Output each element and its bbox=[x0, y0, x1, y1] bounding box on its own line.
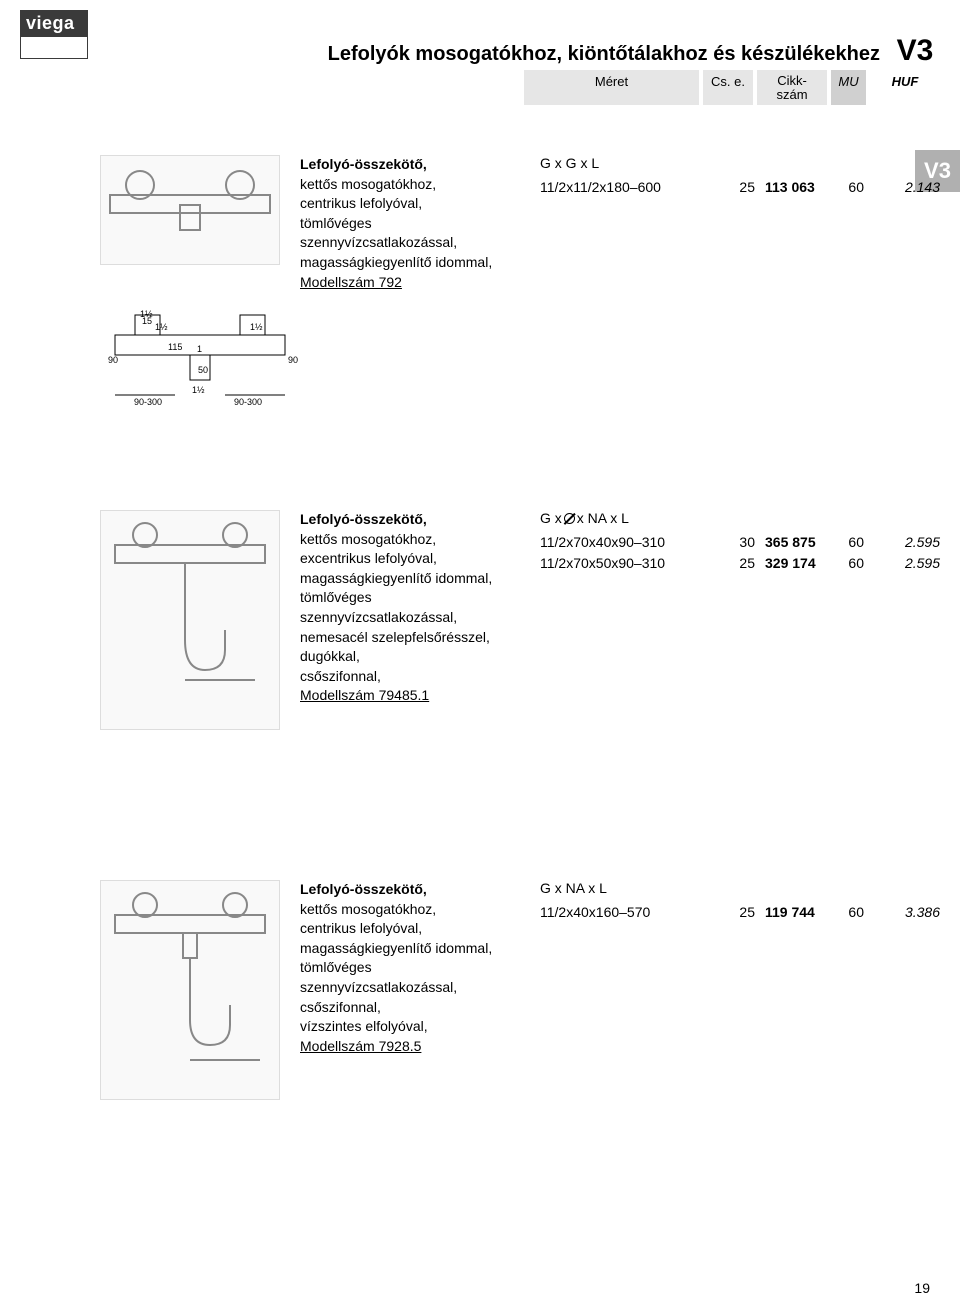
product-data: G x x NA x L 11/2x70x40x90–310 30 365 87… bbox=[540, 510, 940, 730]
drain-horizontal-icon bbox=[105, 890, 275, 1090]
svg-text:90-300: 90-300 bbox=[134, 397, 162, 407]
product-section: Lefolyó-összekötő, kettős mosogatókhoz, … bbox=[100, 510, 940, 730]
cell-cse: 25 bbox=[715, 177, 765, 198]
dimension-label: G x G x L bbox=[540, 155, 940, 171]
product-description: Lefolyó-összekötő, kettős mosogatókhoz, … bbox=[300, 510, 540, 730]
col-cikk: Cikk- szám bbox=[757, 70, 827, 105]
dimension-label: G x NA x L bbox=[540, 880, 940, 896]
desc-line: kettős mosogatókhoz, bbox=[300, 175, 530, 195]
svg-text:1½: 1½ bbox=[192, 385, 205, 395]
data-row: 11/2x40x160–570 25 119 744 60 3.386 bbox=[540, 902, 940, 923]
cell-mu: 60 bbox=[835, 532, 870, 553]
column-headers: Méret Cs. e. Cikk- szám MU HUF bbox=[100, 70, 940, 105]
cell-cikk: 113 063 bbox=[765, 177, 835, 198]
desc-line: centrikus lefolyóval, bbox=[300, 194, 530, 214]
cell-mu: 60 bbox=[835, 553, 870, 574]
desc-line: excentrikus lefolyóval, bbox=[300, 549, 530, 569]
dimension-label: G x x NA x L bbox=[540, 510, 940, 526]
svg-text:115: 115 bbox=[168, 342, 182, 352]
desc-line: kettős mosogatókhoz, bbox=[300, 530, 530, 550]
product-image-col bbox=[100, 155, 300, 292]
cell-size: 11/2x70x50x90–310 bbox=[540, 553, 715, 574]
cell-huf: 2.595 bbox=[870, 553, 940, 574]
svg-text:1½: 1½ bbox=[155, 322, 168, 332]
data-row: 11/2x11/2x180–600 25 113 063 60 2.143 bbox=[540, 177, 940, 198]
product-data: G x G x L 11/2x11/2x180–600 25 113 063 6… bbox=[540, 155, 940, 292]
desc-line: nemesacél szelepfelsőrésszel, bbox=[300, 628, 530, 648]
cell-size: 11/2x40x160–570 bbox=[540, 902, 715, 923]
page-code: V3 bbox=[890, 34, 940, 68]
product-title: Lefolyó-összekötő, bbox=[300, 880, 530, 900]
diameter-icon bbox=[564, 513, 575, 524]
cell-huf: 2.595 bbox=[870, 532, 940, 553]
cell-size: 11/2x70x40x90–310 bbox=[540, 532, 715, 553]
product-image bbox=[100, 880, 280, 1100]
svg-text:50: 50 bbox=[198, 365, 208, 375]
product-title: Lefolyó-összekötő, bbox=[300, 510, 530, 530]
model-number: Modellszám 7928.5 bbox=[300, 1037, 530, 1057]
brand-logo: viega bbox=[20, 10, 88, 58]
dim-pre: G x bbox=[540, 510, 562, 526]
cell-cse: 25 bbox=[715, 553, 765, 574]
cell-cse: 30 bbox=[715, 532, 765, 553]
col-meret: Méret bbox=[524, 70, 699, 105]
cell-cikk: 329 174 bbox=[765, 553, 835, 574]
svg-text:90: 90 bbox=[288, 355, 298, 365]
desc-line: csőszifonnal, bbox=[300, 667, 530, 687]
desc-line: tömlővéges szennyvízcsatlakozással, bbox=[300, 958, 530, 997]
cell-huf: 3.386 bbox=[870, 902, 940, 923]
cell-cse: 25 bbox=[715, 902, 765, 923]
product-description: Lefolyó-összekötő, kettős mosogatókhoz, … bbox=[300, 155, 540, 292]
desc-line: tömlővéges szennyvízcsatlakozással, bbox=[300, 588, 530, 627]
logo-text: viega bbox=[20, 10, 88, 37]
svg-text:1½: 1½ bbox=[250, 322, 263, 332]
product-image-col bbox=[100, 880, 300, 1100]
product-section: Lefolyó-összekötő, kettős mosogatókhoz, … bbox=[100, 880, 940, 1100]
cell-cikk: 365 875 bbox=[765, 532, 835, 553]
product-data: G x NA x L 11/2x40x160–570 25 119 744 60… bbox=[540, 880, 940, 1100]
page-number: 19 bbox=[914, 1280, 930, 1296]
dim-post: x NA x L bbox=[577, 510, 629, 526]
desc-line: magasságkiegyenlítő idommal, bbox=[300, 569, 530, 589]
col-mu: MU bbox=[831, 70, 866, 105]
product-section: Lefolyó-összekötő, kettős mosogatókhoz, … bbox=[100, 155, 940, 292]
drain-connector-icon bbox=[105, 165, 275, 255]
desc-line: magasságkiegyenlítő idommal, bbox=[300, 939, 530, 959]
model-number: Modellszám 792 bbox=[300, 273, 530, 293]
svg-text:1: 1 bbox=[197, 344, 202, 354]
desc-line: kettős mosogatókhoz, bbox=[300, 900, 530, 920]
drain-siphon-icon bbox=[105, 520, 275, 720]
product-title: Lefolyó-összekötő, bbox=[300, 155, 530, 175]
col-huf: HUF bbox=[870, 70, 940, 105]
desc-line: centrikus lefolyóval, bbox=[300, 919, 530, 939]
desc-line: dugókkal, bbox=[300, 647, 530, 667]
svg-text:90-300: 90-300 bbox=[234, 397, 262, 407]
page-title: Lefolyók mosogatókhoz, kiöntőtálakhoz és… bbox=[100, 43, 890, 66]
svg-text:1½: 1½ bbox=[140, 309, 153, 319]
desc-line: tömlővéges szennyvízcsatlakozással, bbox=[300, 214, 530, 253]
cell-huf: 2.143 bbox=[870, 177, 940, 198]
logo-box bbox=[20, 37, 88, 59]
product-image bbox=[100, 155, 280, 265]
col-cikk-l1: Cikk- bbox=[777, 73, 807, 88]
svg-text:90: 90 bbox=[108, 355, 118, 365]
technical-diagram: 90 90 1½ 1½ 115 15 50 90-300 90-300 1½ 1… bbox=[100, 305, 300, 455]
cell-cikk: 119 744 bbox=[765, 902, 835, 923]
cell-size: 11/2x11/2x180–600 bbox=[540, 177, 715, 198]
data-row: 11/2x70x40x90–310 30 365 875 60 2.595 bbox=[540, 532, 940, 553]
product-description: Lefolyó-összekötő, kettős mosogatókhoz, … bbox=[300, 880, 540, 1100]
cell-mu: 60 bbox=[835, 902, 870, 923]
desc-line: vízszintes elfolyóval, bbox=[300, 1017, 530, 1037]
desc-line: magasságkiegyenlítő idommal, bbox=[300, 253, 530, 273]
product-image bbox=[100, 510, 280, 730]
col-cikk-l2: szám bbox=[776, 87, 807, 102]
product-image-col bbox=[100, 510, 300, 730]
col-cse: Cs. e. bbox=[703, 70, 753, 105]
data-row: 11/2x70x50x90–310 25 329 174 60 2.595 bbox=[540, 553, 940, 574]
model-number: Modellszám 79485.1 bbox=[300, 686, 530, 706]
cell-mu: 60 bbox=[835, 177, 870, 198]
desc-line: csőszifonnal, bbox=[300, 998, 530, 1018]
page-header: Lefolyók mosogatókhoz, kiöntőtálakhoz és… bbox=[100, 34, 940, 68]
